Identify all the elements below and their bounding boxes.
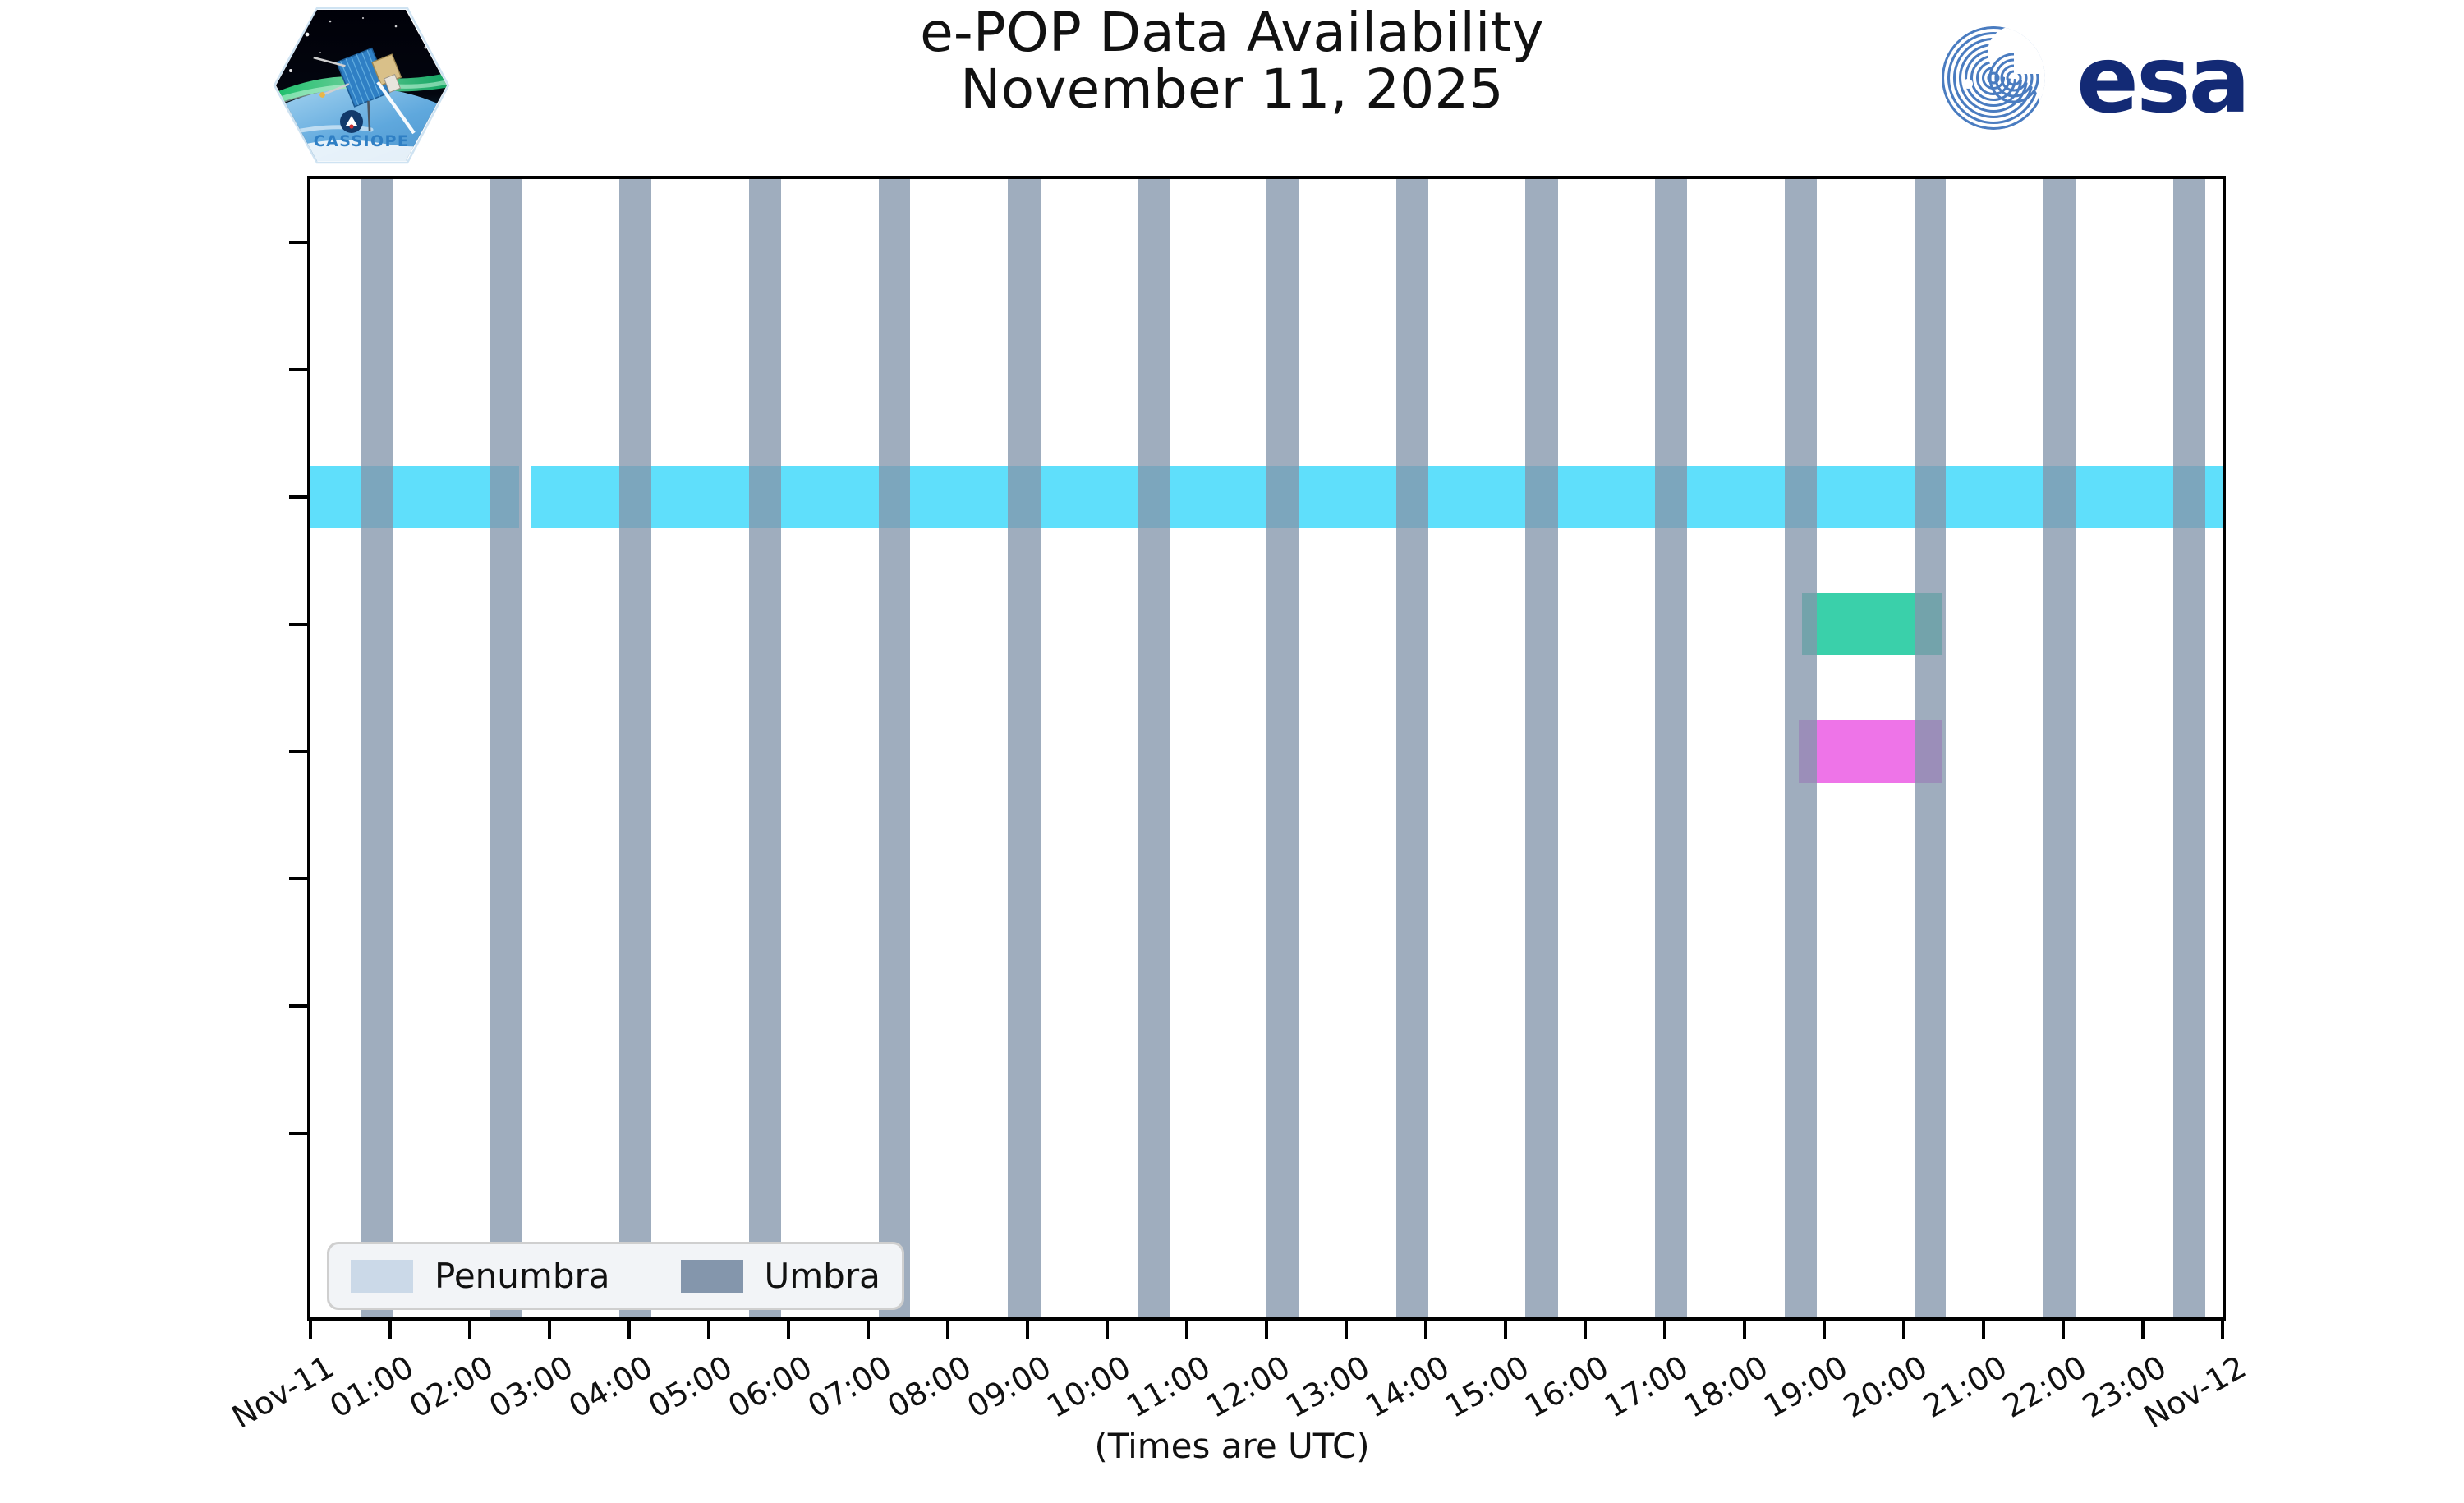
- x-tick-mark: [1185, 1321, 1188, 1339]
- x-tick-mark: [946, 1321, 949, 1339]
- x-tick-mark: [707, 1321, 710, 1339]
- x-tick-mark: [1265, 1321, 1268, 1339]
- x-tick-mark: [468, 1321, 471, 1339]
- umbra-band: [878, 179, 911, 1317]
- x-tick-mark: [1902, 1321, 1905, 1339]
- x-tick-mark: [1424, 1321, 1427, 1339]
- x-tick-mark: [1743, 1321, 1746, 1339]
- umbra-band: [1914, 179, 1947, 1317]
- x-tick-mark: [1584, 1321, 1587, 1339]
- legend-entry-umbra: Umbra: [680, 1256, 880, 1296]
- legend-swatch-umbra: [680, 1259, 743, 1293]
- y-tick-mark: [289, 623, 307, 626]
- y-tick-mark: [289, 1004, 307, 1008]
- x-tick-mark: [2062, 1321, 2065, 1339]
- x-tick-mark: [1823, 1321, 1826, 1339]
- legend-entry-penumbra: Penumbra: [351, 1256, 681, 1296]
- esa-logo-icon: esa: [1938, 20, 2308, 136]
- umbra-band: [1655, 179, 1688, 1317]
- legend-label: Penumbra: [434, 1256, 610, 1296]
- x-tick-mark: [627, 1321, 631, 1339]
- legend-swatch-penumbra: [351, 1259, 413, 1293]
- umbra-band: [2043, 179, 2076, 1317]
- x-tick-mark: [1106, 1321, 1109, 1339]
- data-bar-gap: [310, 466, 520, 528]
- x-tick-mark: [1663, 1321, 1666, 1339]
- page-title-line2: November 11, 2025: [960, 57, 1504, 121]
- umbra-band: [1525, 179, 1559, 1317]
- x-tick-mark: [388, 1321, 392, 1339]
- umbra-band: [361, 179, 393, 1317]
- availability-timeline-plot: [307, 176, 2226, 1321]
- x-tick-mark: [2141, 1321, 2145, 1339]
- umbra-band: [2172, 179, 2205, 1317]
- page-title: e-POP Data Availability November 11, 202…: [493, 1, 1971, 121]
- x-tick-mark: [548, 1321, 551, 1339]
- x-tick-mark: [1026, 1321, 1029, 1339]
- x-tick-mark: [867, 1321, 870, 1339]
- y-tick-mark: [289, 495, 307, 499]
- y-tick-mark: [289, 1132, 307, 1135]
- y-tick-mark: [289, 368, 307, 371]
- cassiope-mission-patch-icon: CASSIOPE: [273, 2, 450, 170]
- umbra-band: [1007, 179, 1041, 1317]
- esa-wordmark: esa: [2076, 27, 2248, 134]
- umbra-band: [619, 179, 652, 1317]
- chart-header: CASSIOPE e-POP Data Availability Novembe…: [0, 0, 2464, 176]
- data-bar-gap: [531, 466, 2223, 528]
- x-tick-mark: [309, 1321, 312, 1339]
- x-tick-mark: [787, 1321, 790, 1339]
- mission-patch-label: CASSIOPE: [314, 132, 410, 150]
- y-tick-mark: [289, 750, 307, 753]
- x-tick-mark: [1504, 1321, 1507, 1339]
- umbra-band: [1396, 179, 1428, 1317]
- plot-inner-area: [310, 179, 2223, 1317]
- y-tick-mark: [289, 877, 307, 880]
- x-tick-mark: [1982, 1321, 1985, 1339]
- x-tick-mark: [2221, 1321, 2224, 1339]
- umbra-band: [1137, 179, 1170, 1317]
- page-title-line1: e-POP Data Availability: [920, 1, 1544, 64]
- x-axis-caption: (Times are UTC): [1094, 1426, 1370, 1466]
- legend-label: Umbra: [764, 1256, 880, 1296]
- umbra-band: [748, 179, 782, 1317]
- umbra-band: [1266, 179, 1299, 1317]
- x-tick-mark: [1345, 1321, 1348, 1339]
- umbra-band: [490, 179, 523, 1317]
- umbra-band: [1784, 179, 1818, 1317]
- legend: Penumbra Umbra: [327, 1242, 904, 1310]
- y-tick-mark: [289, 241, 307, 244]
